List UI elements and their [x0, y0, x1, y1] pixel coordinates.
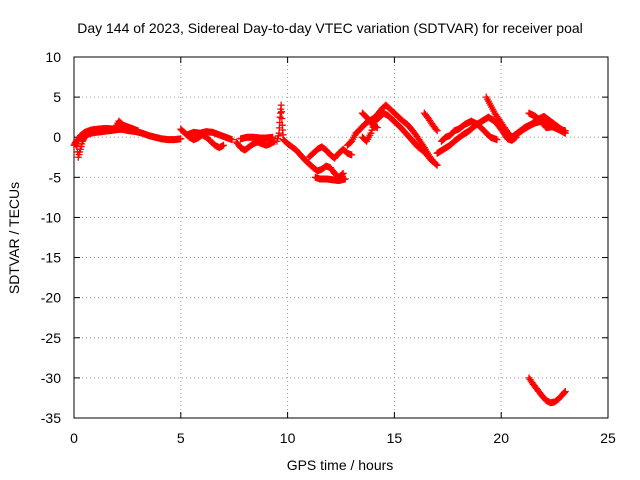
y-tick-label: -35: [41, 410, 61, 426]
data-point: [561, 388, 569, 396]
data-point: [430, 158, 438, 166]
data-point: [348, 151, 356, 159]
y-tick-label: -5: [49, 169, 62, 185]
data-point: [433, 127, 441, 135]
data-series: [70, 93, 569, 407]
data-point: [561, 388, 569, 396]
plot-frame: [73, 56, 609, 419]
y-tick-label: -25: [41, 330, 61, 346]
data-point: [220, 141, 228, 149]
chart-title: Day 144 of 2023, Sidereal Day-to-day VTE…: [77, 20, 583, 36]
series: [70, 93, 569, 407]
y-tick-label: 5: [53, 89, 61, 105]
x-tick-label: 25: [600, 430, 616, 446]
data-point: [177, 135, 185, 143]
data-point: [228, 136, 236, 144]
data-point: [134, 127, 142, 135]
x-tick-label: 20: [493, 430, 509, 446]
data-point: [373, 124, 381, 132]
data-point: [561, 127, 569, 135]
y-tick-label: -30: [41, 370, 61, 386]
axes: 0 5 10 15 20 25 10 5 0 -5 -10 -15 -20 -25 -30 -35: [41, 49, 616, 446]
data-point: [339, 169, 347, 177]
data-point: [493, 136, 501, 144]
y-tick-label: 0: [53, 129, 61, 145]
data-point: [278, 115, 286, 123]
data-point: [368, 126, 376, 134]
y-tick-label: -10: [41, 209, 61, 225]
x-axis-label: GPS time / hours: [287, 457, 394, 473]
x-tick-label: 10: [280, 430, 296, 446]
data-point: [341, 175, 349, 183]
data-point: [367, 129, 375, 137]
data-point: [560, 389, 568, 397]
y-tick-label: 10: [45, 49, 61, 65]
y-axis-label: SDTVAR / TECUs: [6, 182, 22, 294]
data-point: [269, 133, 277, 141]
grid: [74, 57, 608, 418]
data-point: [278, 108, 286, 116]
data-point: [277, 101, 285, 109]
x-tick-label: 0: [70, 430, 78, 446]
y-tick-label: -15: [41, 250, 61, 266]
data-point: [432, 125, 440, 133]
data-point: [431, 159, 439, 167]
y-tick-label: -20: [41, 290, 61, 306]
x-tick-label: 5: [177, 430, 185, 446]
x-tick-label: 15: [387, 430, 403, 446]
